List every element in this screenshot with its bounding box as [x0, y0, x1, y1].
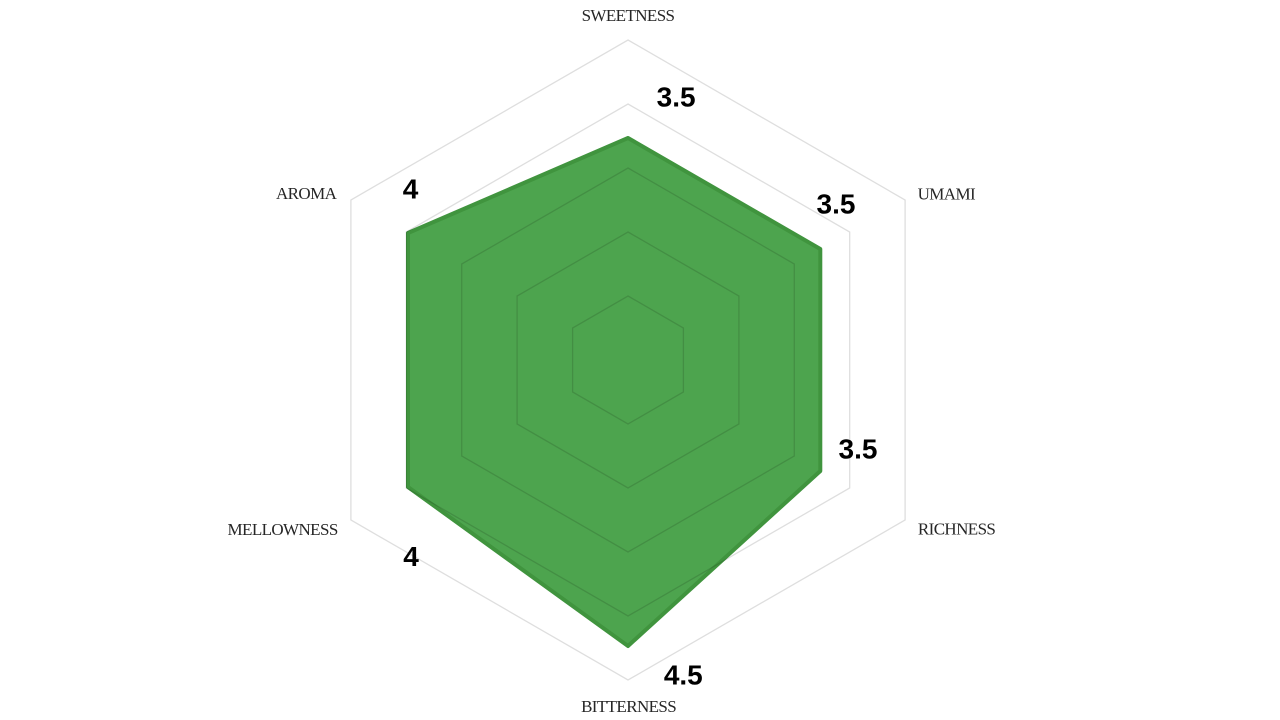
svg-text:AROMA: AROMA — [276, 184, 338, 203]
svg-text:3.5: 3.5 — [839, 434, 878, 465]
svg-text:4: 4 — [403, 173, 419, 204]
svg-text:3.5: 3.5 — [817, 189, 856, 220]
svg-text:4.5: 4.5 — [664, 659, 703, 690]
svg-text:BITTERNESS: BITTERNESS — [581, 697, 676, 716]
svg-text:UMAMI: UMAMI — [918, 185, 976, 204]
svg-text:SWEETNESS: SWEETNESS — [582, 6, 675, 25]
svg-text:3.5: 3.5 — [657, 82, 696, 113]
svg-text:MELLOWNESS: MELLOWNESS — [228, 520, 338, 539]
svg-text:RICHNESS: RICHNESS — [918, 520, 996, 539]
svg-text:4: 4 — [403, 541, 419, 572]
